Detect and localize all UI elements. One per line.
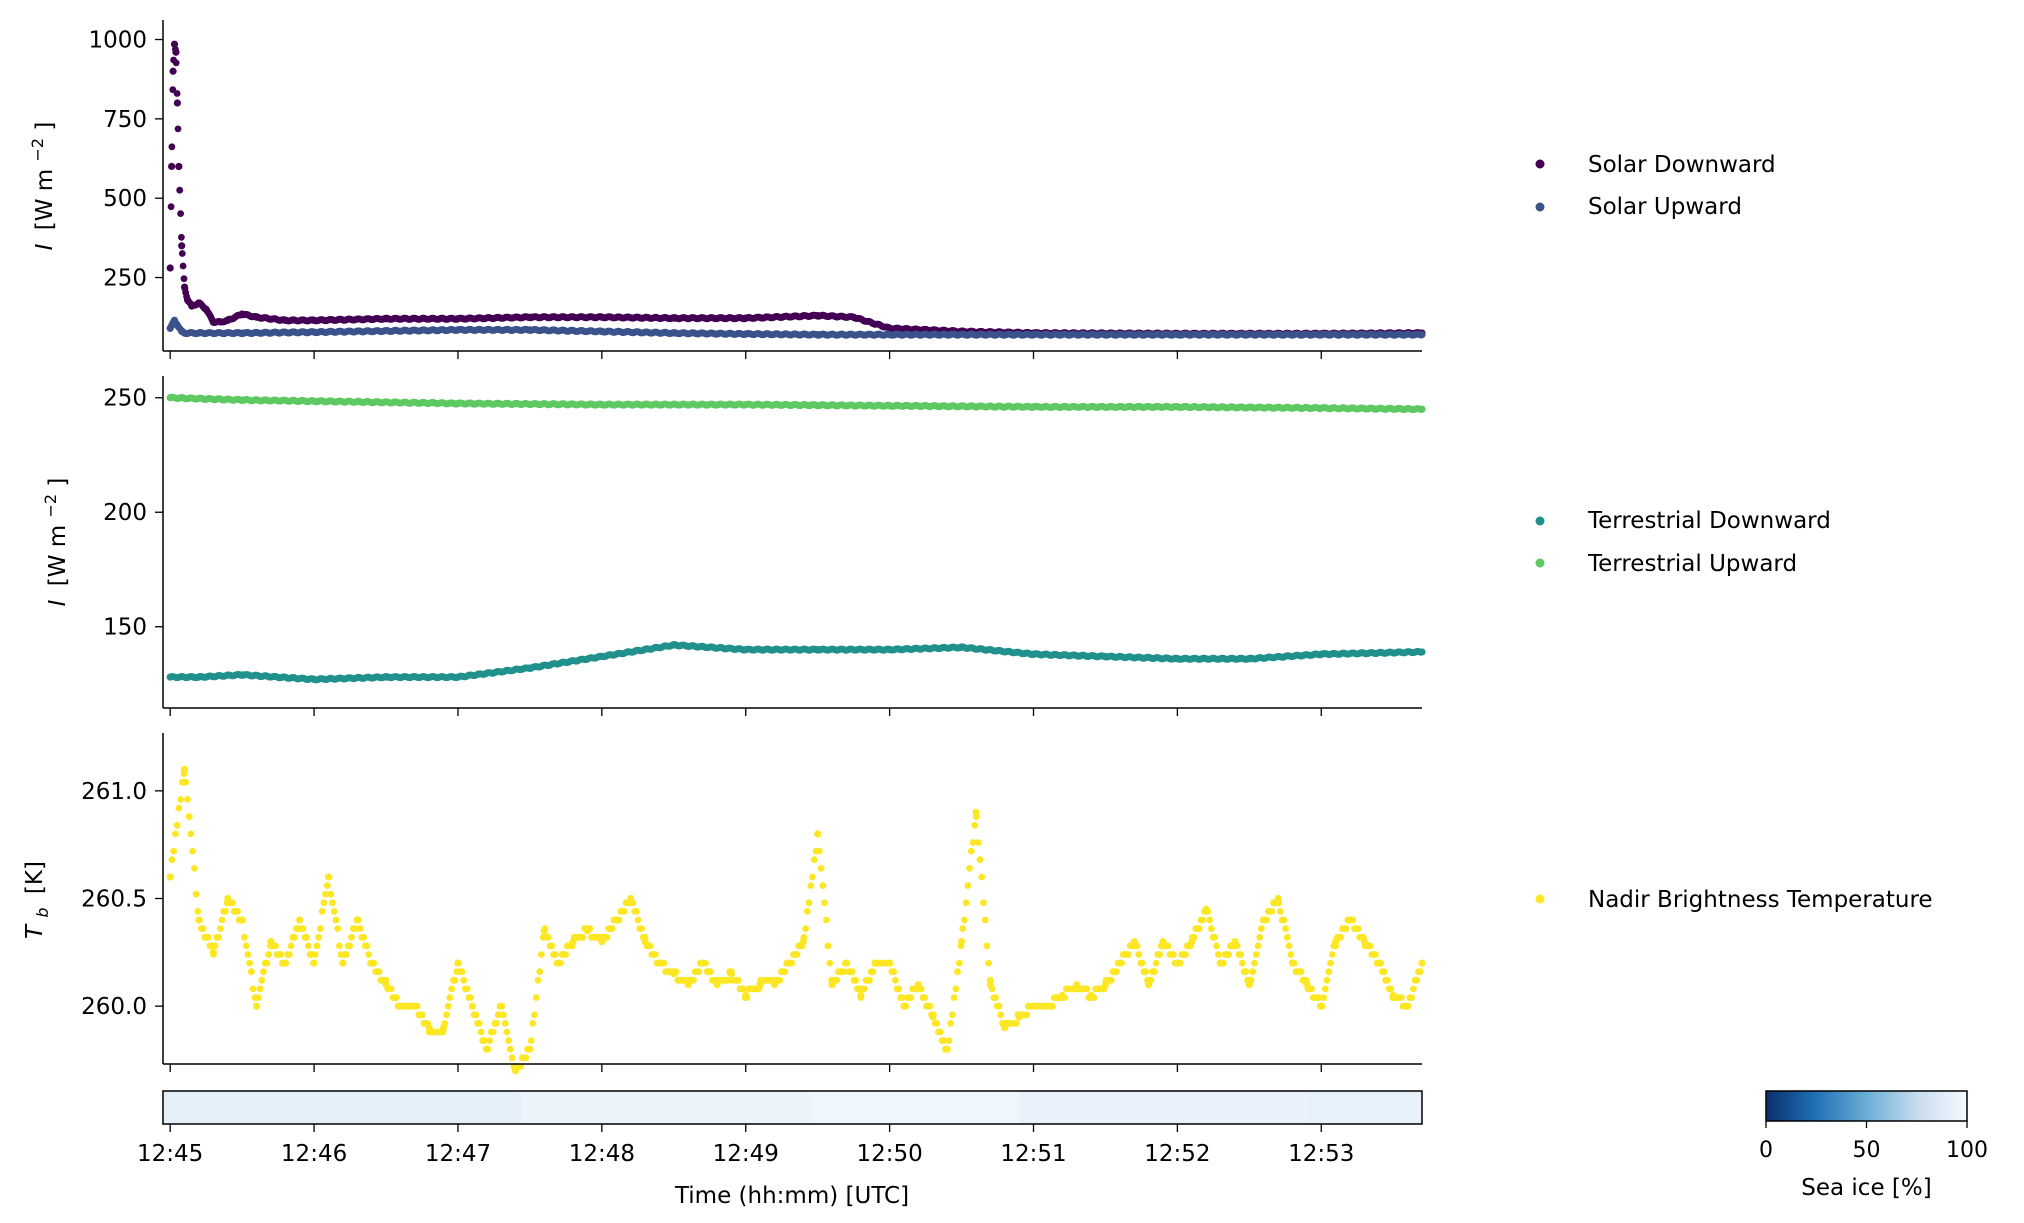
data-point (1417, 331, 1425, 339)
data-point (176, 186, 184, 194)
series-terrestrial-downward (166, 641, 1426, 684)
data-point (172, 45, 179, 53)
data-point (174, 125, 182, 133)
data-point (167, 203, 175, 211)
series-solar-downward (166, 40, 1426, 338)
data-point (177, 210, 185, 218)
data-point (175, 163, 183, 171)
panel-solar-marks (166, 40, 1426, 339)
data-point (1417, 649, 1425, 656)
data-point (178, 242, 186, 250)
data-point (171, 40, 178, 48)
data-point (168, 162, 176, 171)
panel-solar-y-tick-label-3: 1000 (88, 28, 147, 54)
panel-solar-y-tick-label-1: 500 (103, 186, 147, 212)
data-point (179, 262, 187, 270)
data-point (172, 59, 180, 67)
data-point (173, 90, 181, 97)
panel-terrestrial-marks (166, 393, 1426, 684)
panel-solar-y-tick-label-2: 750 (103, 107, 147, 133)
data-point (169, 67, 177, 75)
panel-solar-x-ticks (169, 351, 1322, 359)
panel-solar-y-ticks: 250 500 750 1000 (88, 28, 163, 292)
data-point (178, 250, 186, 257)
data-point (178, 233, 185, 241)
data-point (168, 143, 176, 151)
panel-solar: 250 500 750 1000 I [W m −2 ] (23, 20, 1426, 359)
panel-solar-y-tick-label-0: 250 (103, 266, 147, 292)
data-point (180, 275, 188, 283)
data-point (173, 99, 181, 107)
panel-solar-ylabel: I [W m −2 ] (23, 122, 58, 251)
series-solar-upward (166, 316, 1426, 339)
series-terrestrial-upward (166, 393, 1426, 414)
data-point (166, 264, 174, 272)
